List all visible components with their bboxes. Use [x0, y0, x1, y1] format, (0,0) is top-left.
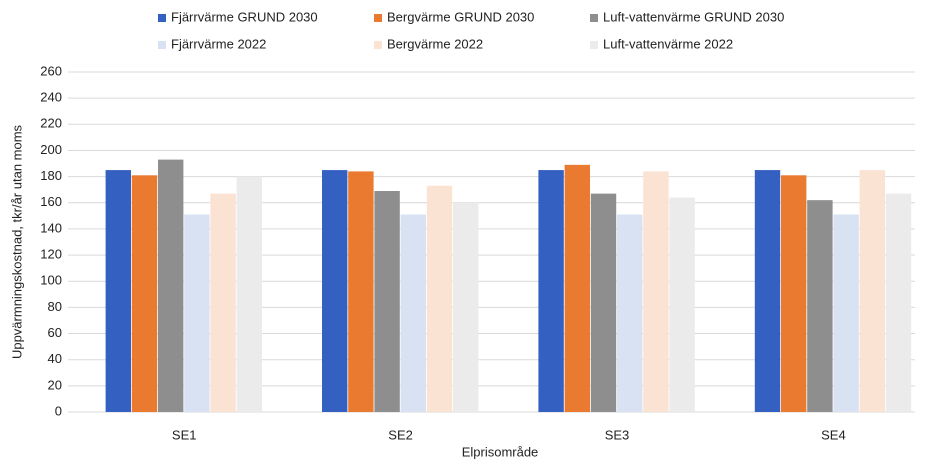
legend-swatch — [374, 14, 382, 22]
bar — [859, 170, 885, 412]
x-tick-label: SE1 — [172, 427, 197, 442]
y-tick-label: 120 — [40, 247, 62, 262]
bar — [210, 193, 236, 412]
bar — [538, 170, 564, 412]
bar — [833, 214, 859, 412]
legend-swatch — [590, 41, 598, 49]
bar — [754, 170, 781, 412]
bar — [669, 197, 695, 412]
y-tick-label: 160 — [40, 194, 62, 209]
y-tick-label: 100 — [40, 273, 62, 288]
bar — [374, 191, 400, 412]
bar — [348, 171, 374, 412]
bar — [590, 193, 617, 412]
legend-swatch — [158, 14, 166, 22]
y-tick-label: 200 — [40, 142, 62, 157]
y-tick-label: 140 — [40, 220, 62, 235]
legend-label: Luft-vattenvärme GRUND 2030 — [603, 9, 784, 24]
bar — [236, 176, 262, 412]
y-tick-label: 240 — [40, 90, 62, 105]
legend-label: Fjärrvärme 2022 — [171, 36, 266, 51]
legend-label: Fjärrvärme GRUND 2030 — [171, 9, 318, 24]
legend-swatch — [590, 14, 598, 22]
y-tick-label: 180 — [40, 168, 62, 183]
bar — [105, 170, 131, 412]
bar — [807, 200, 833, 412]
bar — [400, 214, 426, 412]
bar — [322, 170, 348, 412]
x-tick-label: SE3 — [605, 427, 630, 442]
bar — [453, 202, 479, 412]
bar — [158, 159, 184, 412]
bar — [426, 185, 453, 412]
y-tick-label: 80 — [48, 299, 62, 314]
legend-label: Bergvärme 2022 — [387, 36, 483, 51]
legend-label: Bergvärme GRUND 2030 — [387, 9, 534, 24]
y-tick-label: 40 — [48, 351, 62, 366]
x-tick-label: SE2 — [388, 427, 413, 442]
bar — [184, 214, 210, 412]
bar — [643, 171, 669, 412]
x-axis-title: Elprisområde — [462, 444, 539, 459]
bar — [781, 175, 807, 412]
bar — [885, 193, 912, 412]
legend-swatch — [374, 41, 382, 49]
bar — [617, 214, 643, 412]
y-axis-title: Uppvärmningskostnad, tkr/år utan moms — [9, 124, 24, 359]
bar — [564, 164, 590, 412]
y-tick-label: 0 — [55, 403, 62, 418]
y-tick-label: 60 — [48, 325, 62, 340]
y-tick-label: 220 — [40, 116, 62, 131]
bar — [131, 175, 158, 412]
y-tick-label: 260 — [40, 63, 62, 78]
legend-swatch — [158, 41, 166, 49]
legend-label: Luft-vattenvärme 2022 — [603, 36, 733, 51]
y-tick-label: 20 — [48, 377, 62, 392]
x-tick-label: SE4 — [821, 427, 846, 442]
